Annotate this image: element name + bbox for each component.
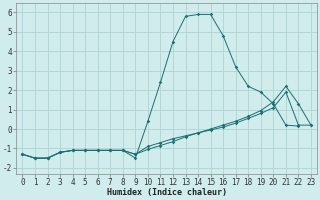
X-axis label: Humidex (Indice chaleur): Humidex (Indice chaleur) <box>107 188 227 197</box>
